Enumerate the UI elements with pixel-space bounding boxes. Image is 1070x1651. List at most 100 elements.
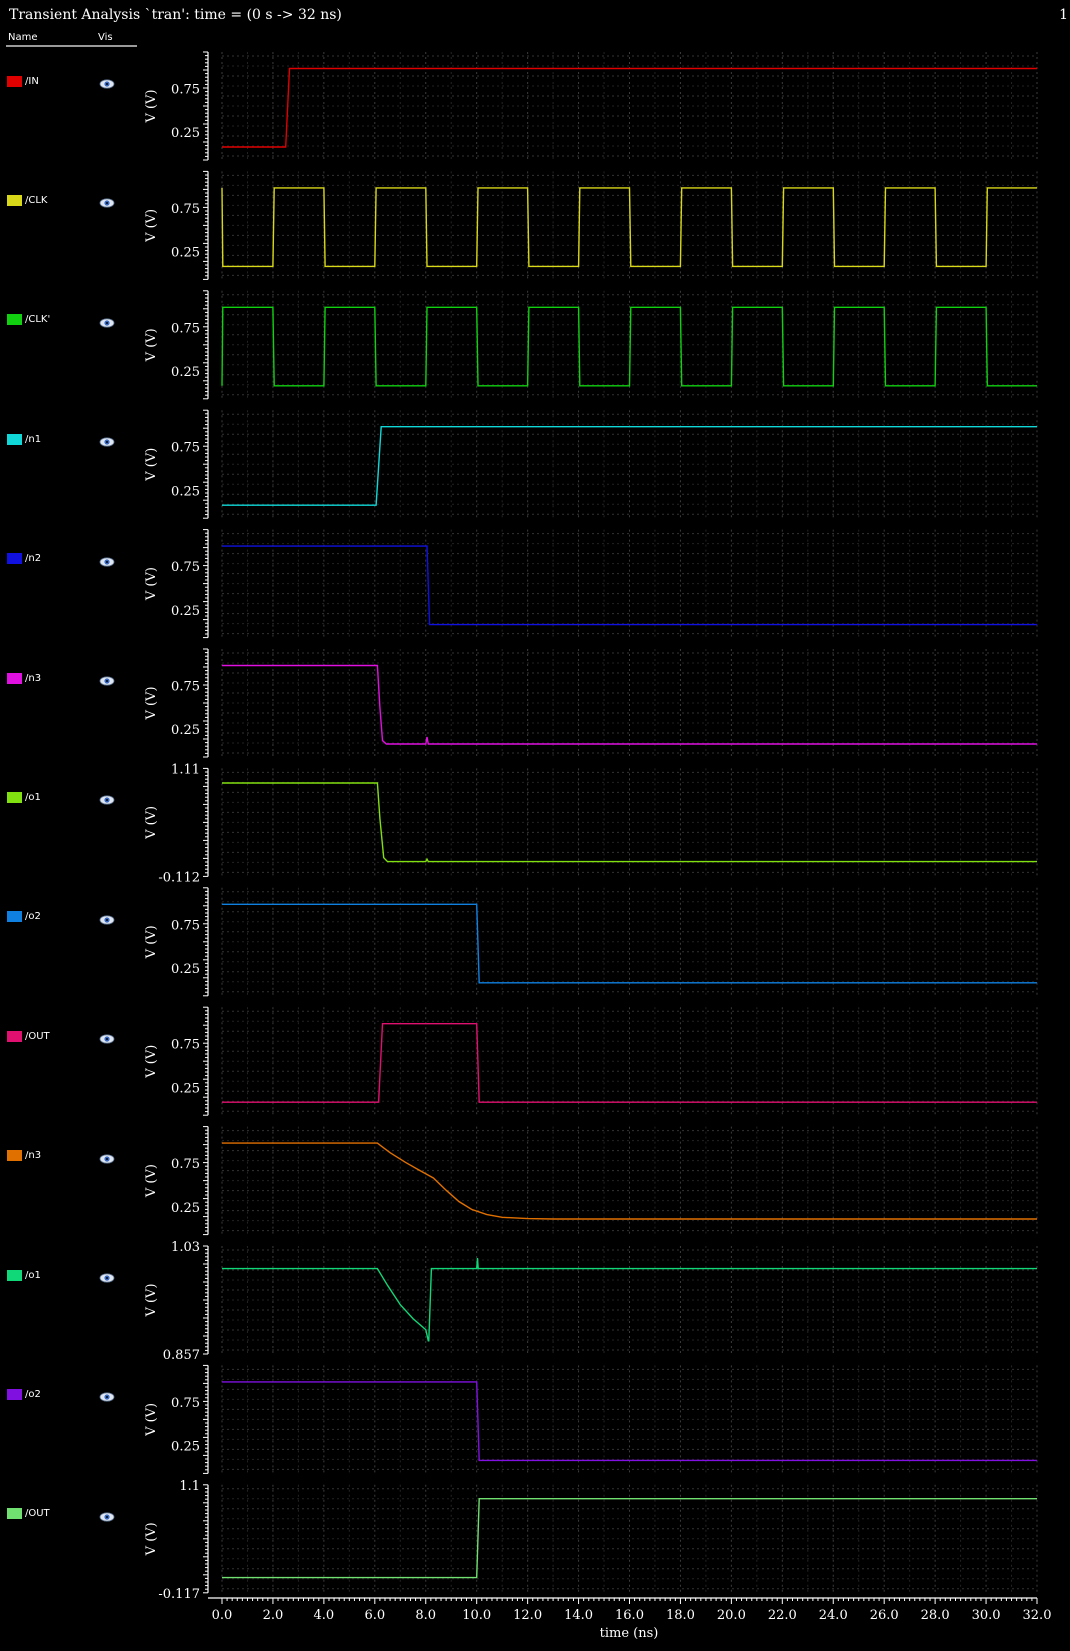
y-tick-label: 1.11: [171, 762, 200, 777]
y-tick-label: 1.03: [171, 1240, 200, 1255]
y-axis-title: V (V): [144, 328, 159, 362]
eye-icon[interactable]: [99, 1388, 115, 1402]
page-number: 1: [1059, 7, 1068, 23]
y-tick-label: 0.75: [171, 202, 200, 217]
legend-item[interactable]: /n1: [7, 432, 41, 446]
legend-color-swatch: [7, 911, 22, 923]
x-tick-label: 28.0: [921, 1608, 950, 1623]
legend-item[interactable]: /OUT: [7, 1507, 50, 1521]
eye-icon[interactable]: [99, 1269, 115, 1283]
legend-header-name: Name: [8, 32, 38, 43]
waveform-trace: [222, 1023, 1037, 1103]
y-axis-title: V (V): [144, 1522, 159, 1556]
eye-icon[interactable]: [99, 194, 115, 208]
x-tick-label: 12.0: [513, 1608, 542, 1623]
waveform-trace: [222, 1258, 1037, 1342]
x-tick-label: 24.0: [819, 1608, 848, 1623]
legend-item[interactable]: /CLK: [7, 193, 47, 207]
eye-icon[interactable]: [99, 911, 115, 925]
legend-item[interactable]: /OUT: [7, 1029, 50, 1043]
y-tick-label: 0.75: [171, 321, 200, 336]
legend-color-swatch: [7, 1150, 22, 1162]
eye-icon[interactable]: [99, 672, 115, 686]
legend-signal-name: /o1: [25, 1269, 41, 1281]
legend-signal-name: /CLK: [25, 194, 48, 206]
waveform-trace: [222, 1142, 1037, 1220]
y-tick-label: 0.75: [171, 441, 200, 456]
y-axis-title: V (V): [144, 448, 159, 482]
legend-signal-name: /OUT: [25, 1508, 50, 1520]
eye-icon[interactable]: [99, 1150, 115, 1164]
x-axis-title: time (ns): [600, 1626, 659, 1641]
legend-signal-name: /CLK': [25, 314, 51, 326]
x-tick-label: 16.0: [615, 1608, 644, 1623]
y-tick-label: 0.25: [171, 1440, 200, 1455]
y-axis-title: V (V): [144, 806, 159, 840]
waveform-trace: [222, 903, 1037, 984]
waveform-trace: [222, 664, 1037, 745]
y-tick-label: 0.75: [171, 1157, 200, 1172]
legend-header-vis: Vis: [98, 32, 113, 43]
x-tick-label: 20.0: [717, 1608, 746, 1623]
eye-icon[interactable]: [99, 314, 115, 328]
eye-icon[interactable]: [99, 791, 115, 805]
x-tick-label: 4.0: [314, 1608, 335, 1623]
x-tick-label: 14.0: [564, 1608, 593, 1623]
eye-icon[interactable]: [99, 433, 115, 447]
x-tick-label: 8.0: [415, 1608, 436, 1623]
legend-item[interactable]: /CLK': [7, 313, 50, 327]
y-axis-title: V (V): [144, 925, 159, 959]
y-tick-label: 0.25: [171, 723, 200, 738]
y-axis-title: V (V): [144, 1403, 159, 1437]
legend-signal-name: /n1: [25, 433, 42, 445]
legend-signal-name: /o2: [25, 911, 41, 923]
x-tick-label: 18.0: [666, 1608, 695, 1623]
eye-icon[interactable]: [99, 1030, 115, 1044]
y-tick-label: 0.25: [171, 126, 200, 141]
legend-item[interactable]: /o1: [7, 790, 41, 804]
legend-item[interactable]: /n2: [7, 552, 41, 566]
legend-color-swatch: [7, 314, 22, 326]
x-tick-label: 0.0: [212, 1608, 233, 1623]
legend-color-swatch: [7, 1030, 22, 1042]
x-tick-label: 32.0: [1023, 1608, 1052, 1623]
eye-icon[interactable]: [99, 75, 115, 89]
y-tick-label: 0.75: [171, 560, 200, 575]
y-axis-title: V (V): [144, 1283, 159, 1317]
eye-icon[interactable]: [99, 553, 115, 567]
window-title: Transient Analysis `tran': time = (0 s -…: [9, 7, 342, 23]
legend-item[interactable]: /o2: [7, 910, 41, 924]
legend-item[interactable]: /IN: [7, 74, 39, 88]
legend-signal-name: /n3: [25, 672, 42, 684]
y-axis-title: V (V): [144, 1045, 159, 1079]
legend-item[interactable]: /o2: [7, 1387, 41, 1401]
legend-item[interactable]: /n3: [7, 671, 41, 685]
y-tick-label: 1.1: [179, 1479, 200, 1494]
legend-signal-name: /IN: [25, 75, 39, 87]
legend-color-swatch: [7, 672, 22, 684]
legend-color-swatch: [7, 194, 22, 206]
eye-icon[interactable]: [99, 1508, 115, 1522]
legend-color-swatch: [7, 1269, 22, 1281]
y-tick-label: 0.25: [171, 365, 200, 380]
x-tick-label: 30.0: [972, 1608, 1001, 1623]
y-tick-label: 0.75: [171, 83, 200, 98]
legend-color-swatch: [7, 1388, 22, 1400]
waveform-trace: [221, 306, 1037, 387]
y-tick-label: 0.25: [171, 962, 200, 977]
y-tick-label: -0.112: [158, 870, 200, 885]
legend-color-swatch: [7, 1508, 22, 1520]
waveform-trace: [222, 426, 1037, 506]
waveform-trace: [222, 67, 1037, 148]
y-tick-label: 0.25: [171, 1201, 200, 1216]
legend-header-divider: [6, 45, 137, 47]
legend-signal-name: /o1: [25, 791, 41, 803]
y-tick-label: 0.25: [171, 604, 200, 619]
legend-item[interactable]: /o1: [7, 1268, 41, 1282]
legend-item[interactable]: /n3: [7, 1149, 41, 1163]
y-tick-label: -0.117: [158, 1587, 200, 1602]
x-tick-label: 6.0: [364, 1608, 385, 1623]
legend-signal-name: /n3: [25, 1150, 42, 1162]
legend-color-swatch: [7, 791, 22, 803]
